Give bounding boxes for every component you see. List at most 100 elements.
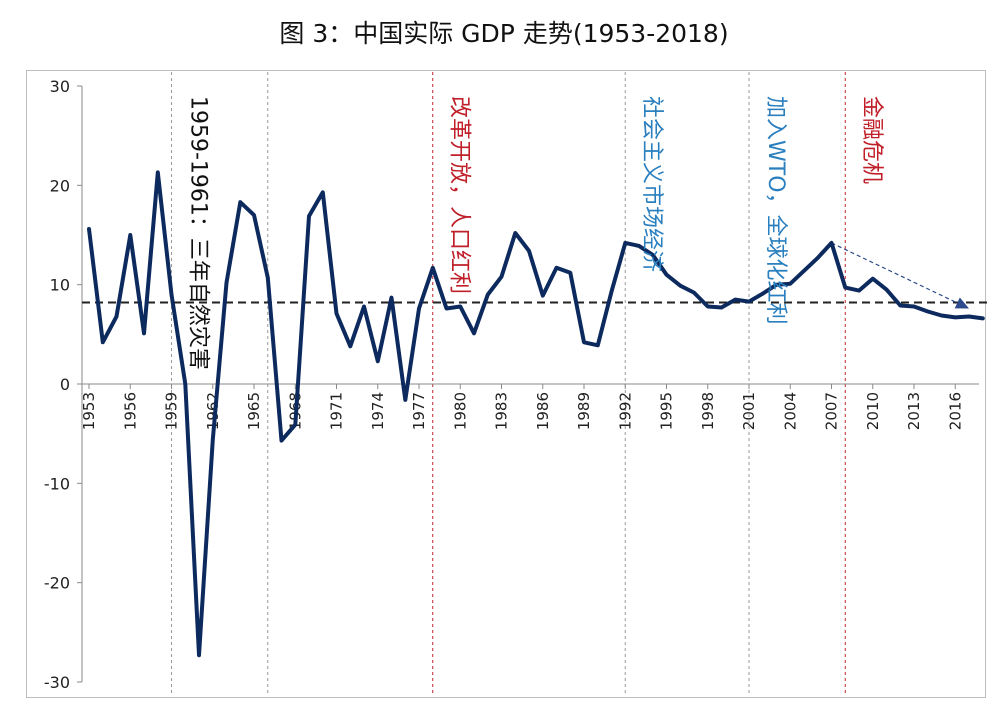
data-point-1970 [321, 190, 325, 194]
data-point-1995 [664, 273, 668, 277]
data-point-2017 [967, 314, 971, 318]
series-layer [87, 170, 985, 658]
data-point-2013 [912, 304, 916, 308]
data-point-1962 [211, 437, 215, 441]
x-tick-label-1953: 1953 [80, 392, 98, 430]
data-point-2005 [802, 269, 806, 273]
event-label-1959: 1959-1961：三年自然灾害 [185, 96, 210, 370]
data-point-1958 [156, 170, 160, 174]
x-tick-label-1977: 1977 [410, 392, 428, 430]
data-point-2010 [871, 277, 875, 281]
x-tick-label-1980: 1980 [451, 392, 469, 430]
data-point-1960 [183, 382, 187, 386]
data-point-1985 [527, 249, 531, 253]
data-point-1961 [197, 653, 201, 657]
data-point-1955 [114, 314, 118, 318]
x-tick-label-1971: 1971 [328, 392, 346, 430]
data-point-1966 [266, 276, 270, 280]
event-label-1978: 改革开放，人口红利 [447, 96, 472, 294]
y-tick-label-20: 20 [50, 176, 70, 195]
data-point-1987 [554, 266, 558, 270]
data-point-1954 [101, 340, 105, 344]
data-point-1959 [169, 292, 173, 296]
trend-arrow-head [954, 297, 969, 309]
x-tick-label-1986: 1986 [534, 392, 552, 430]
data-point-1977 [417, 306, 421, 310]
x-tick-label-1956: 1956 [121, 392, 139, 430]
data-point-2016 [953, 315, 957, 319]
data-point-2007 [829, 241, 833, 245]
data-point-1984 [513, 231, 517, 235]
data-point-1986 [541, 293, 545, 297]
data-point-1982 [486, 292, 490, 296]
event-label-1992: 社会主义市场经济 [639, 96, 664, 272]
data-point-1953 [87, 227, 91, 231]
data-point-1978 [431, 266, 435, 270]
data-point-1992 [623, 241, 627, 245]
data-point-1997 [692, 290, 696, 294]
data-point-1981 [472, 331, 476, 335]
data-point-1990 [596, 343, 600, 347]
data-point-1979 [444, 306, 448, 310]
data-point-1964 [238, 200, 242, 204]
data-point-2014 [926, 309, 930, 313]
data-point-1975 [389, 295, 393, 299]
x-tick-label-1998: 1998 [699, 392, 717, 430]
data-point-2009 [857, 288, 861, 292]
event-label-2001: 加入WTO，全球化红利 [763, 96, 788, 325]
x-tick-label-1995: 1995 [658, 392, 676, 430]
y-tick-label--10: -10 [44, 474, 70, 493]
data-point-2006 [816, 256, 820, 260]
series-line-0 [87, 170, 985, 658]
x-tick-label-1974: 1974 [369, 392, 387, 430]
data-point-1996 [678, 283, 682, 287]
data-point-1956 [128, 233, 132, 237]
data-point-2001 [747, 299, 751, 303]
annotation-text-layer: 1959-1961：三年自然灾害 改革开放，人口红利 社会主义市场经济 加入WTO，全… [185, 96, 884, 370]
y-tick-label-30: 30 [50, 77, 70, 96]
data-point-1972 [348, 344, 352, 348]
trend-arrow-line [831, 242, 970, 310]
data-point-1969 [307, 214, 311, 218]
y-tick-label--30: -30 [44, 673, 70, 692]
event-label-2008: 金融危机 [859, 96, 884, 184]
x-tick-label-2001: 2001 [740, 392, 758, 430]
data-point-2018 [981, 316, 985, 320]
chart-frame [26, 70, 986, 698]
data-point-1974 [376, 359, 380, 363]
x-tick-label-2010: 2010 [864, 392, 882, 430]
x-tick-label-2013: 2013 [905, 392, 923, 430]
data-point-1971 [334, 311, 338, 315]
data-point-2008 [843, 285, 847, 289]
data-point-2011 [884, 287, 888, 291]
x-tick-label-2004: 2004 [781, 392, 799, 430]
data-point-1976 [403, 398, 407, 402]
data-point-1967 [279, 438, 283, 442]
y-tick-label--20: -20 [44, 574, 70, 593]
x-tick-label-1959: 1959 [163, 392, 181, 430]
x-tick-label-1992: 1992 [616, 392, 634, 430]
x-tick-label-1989: 1989 [575, 392, 593, 430]
x-tick-label-1983: 1983 [493, 392, 511, 430]
data-point-1973 [362, 304, 366, 308]
data-point-1989 [582, 340, 586, 344]
data-point-1963 [224, 280, 228, 284]
data-point-2012 [898, 303, 902, 307]
trend-arrow-layer [831, 242, 970, 310]
data-point-1998 [706, 304, 710, 308]
data-point-1980 [458, 304, 462, 308]
x-tick-label-2007: 2007 [823, 392, 841, 430]
chart-title: 图 3：中国实际 GDP 走势(1953-2018) [279, 19, 729, 48]
y-tick-label-10: 10 [50, 276, 70, 295]
data-point-1983 [499, 275, 503, 279]
data-point-1988 [568, 271, 572, 275]
data-point-1968 [293, 423, 297, 427]
data-point-1957 [142, 331, 146, 335]
data-point-2015 [939, 313, 943, 317]
x-tick-label-2016: 2016 [946, 392, 964, 430]
y-tick-label-0: 0 [60, 375, 70, 394]
data-point-2000 [733, 297, 737, 301]
data-point-1991 [609, 289, 613, 293]
